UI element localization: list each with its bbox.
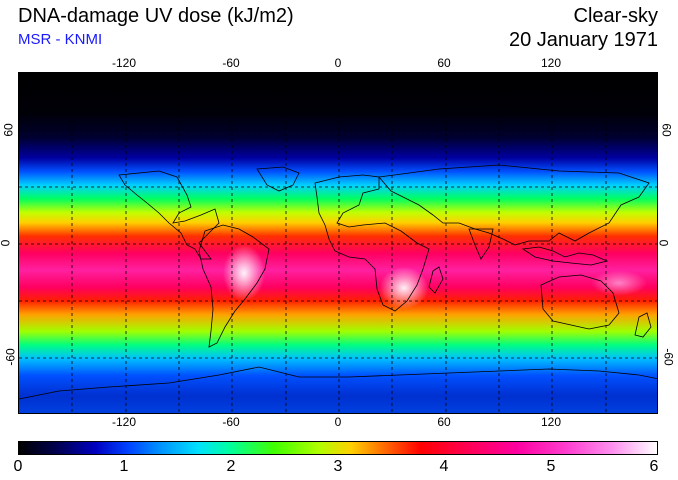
greenland-coastline	[256, 166, 300, 192]
colorbar-label-0: 0	[13, 458, 23, 475]
lat-tick-left-0: 0	[0, 240, 12, 247]
asia-coastline	[378, 164, 650, 246]
map-title: DNA-damage UV dose (kJ/m2)	[18, 5, 294, 27]
lat-tick-left-minus60: -60	[3, 348, 18, 366]
lon-tick-top-60: 60	[437, 56, 451, 70]
south-america-coastline	[198, 224, 270, 348]
lon-tick-top-120: 120	[540, 56, 562, 70]
lon-tick-top-minus120: -120	[111, 56, 137, 70]
graticule	[19, 73, 657, 413]
date-label: 20 January 1971	[508, 29, 658, 51]
india-coastline	[468, 228, 494, 260]
antarctica-coastline	[19, 366, 657, 400]
north-america-coastline	[118, 170, 220, 260]
lon-tick-top-minus60: -60	[222, 56, 240, 70]
color-scale-bar	[18, 441, 658, 455]
lat-tick-right-minus60: -60	[661, 348, 676, 366]
lon-tick-bottom-minus120: -120	[111, 415, 137, 429]
lon-tick-bottom-minus60: -60	[222, 415, 240, 429]
europe-africa-coastline	[314, 174, 430, 312]
lat-tick-right-60: 60	[659, 123, 674, 137]
lon-tick-top-0: 0	[334, 56, 342, 70]
lat-tick-right-0: 0	[656, 239, 671, 247]
sky-condition-label: Clear-sky	[573, 5, 658, 27]
colorbar-label-3: 3	[333, 458, 343, 475]
australia-coastline	[540, 274, 620, 330]
colorbar-label-1: 1	[119, 458, 129, 475]
source-label: MSR - KNMI	[18, 31, 103, 48]
lon-tick-bottom-0: 0	[334, 415, 342, 429]
colorbar-label-6: 6	[649, 458, 659, 475]
lon-tick-bottom-120: 120	[540, 415, 562, 429]
uv-dose-map	[18, 72, 658, 414]
colorbar-label-2: 2	[226, 458, 236, 475]
lon-tick-bottom-60: 60	[437, 415, 451, 429]
lat-tick-left-60: 60	[1, 123, 16, 137]
colorbar-label-5: 5	[546, 458, 556, 475]
map-overlay	[19, 73, 657, 413]
colorbar-label-4: 4	[439, 458, 449, 475]
coastlines	[19, 164, 657, 400]
maritime-asia-coastline	[521, 246, 609, 266]
new-zealand-coastline	[634, 312, 652, 338]
madagascar-coastline	[428, 266, 444, 294]
